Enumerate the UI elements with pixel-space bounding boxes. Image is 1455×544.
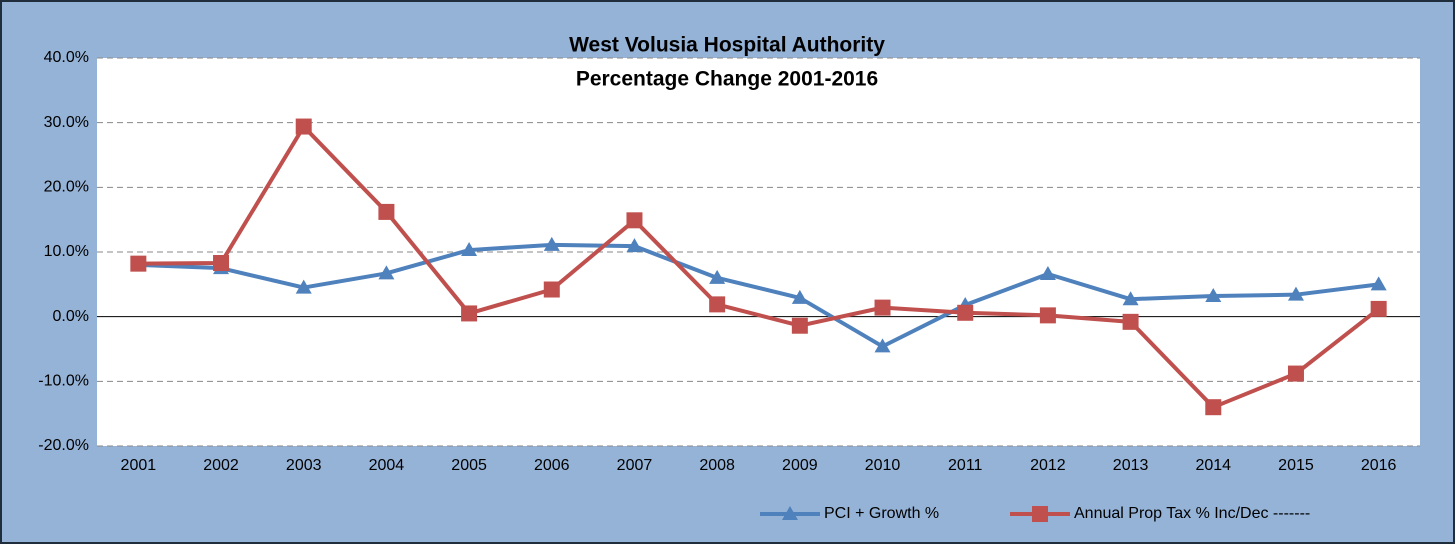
marker [874,338,891,353]
y-tick-label: 40.0% [44,49,89,66]
marker [1205,287,1222,302]
marker [1039,265,1056,280]
x-tick-label: 2009 [782,457,818,474]
marker [1370,276,1387,291]
marker [1122,313,1139,330]
y-tick-label: 20.0% [44,179,89,196]
x-tick-label: 2008 [699,457,735,474]
marker [1122,291,1139,306]
marker [626,212,643,229]
y-tick-label: 10.0% [44,243,89,260]
legend-label: Annual Prop Tax % Inc/Dec ------- [1074,505,1310,522]
marker [1205,399,1222,416]
x-tick-label: 2010 [865,457,901,474]
x-tick-label: 2004 [369,457,405,474]
marker [213,254,230,271]
x-tick-label: 2016 [1361,457,1397,474]
chart-subtitle: Percentage Change 2001-2016 [576,68,878,91]
x-tick-label: 2002 [203,457,239,474]
x-tick-label: 2012 [1030,457,1066,474]
marker [957,304,974,321]
marker [378,265,395,280]
marker [1287,365,1304,382]
marker [461,305,478,322]
marker [130,255,147,272]
marker [709,269,726,284]
x-tick-label: 2014 [1195,457,1231,474]
y-tick-label: 30.0% [44,114,89,131]
chart-title: West Volusia Hospital Authority [569,34,885,57]
marker [791,289,808,304]
marker [791,317,808,334]
x-tick-label: 2015 [1278,457,1314,474]
marker [295,118,312,135]
x-tick-label: 2006 [534,457,570,474]
legend-label: PCI + Growth % [824,505,939,522]
marker [461,242,478,257]
marker [626,238,643,253]
marker [874,299,891,316]
marker [1287,286,1304,301]
x-tick-label: 2003 [286,457,322,474]
marker [709,296,726,313]
legend-marker [782,506,798,520]
x-tick-label: 2013 [1113,457,1149,474]
marker [543,236,560,251]
marker [295,279,312,294]
marker [378,203,395,220]
x-tick-label: 2007 [617,457,653,474]
x-tick-label: 2005 [451,457,487,474]
legend-marker [1032,506,1048,522]
series-line [138,124,1380,410]
x-tick-label: 2011 [948,457,983,474]
marker [543,281,560,298]
series-line [138,242,1379,349]
y-tick-label: -10.0% [38,373,89,390]
marker [1370,300,1387,317]
y-tick-label: -20.0% [38,437,89,454]
y-tick-label: 0.0% [53,308,89,325]
marker [1039,307,1056,324]
x-tick-label: 2001 [121,457,157,474]
